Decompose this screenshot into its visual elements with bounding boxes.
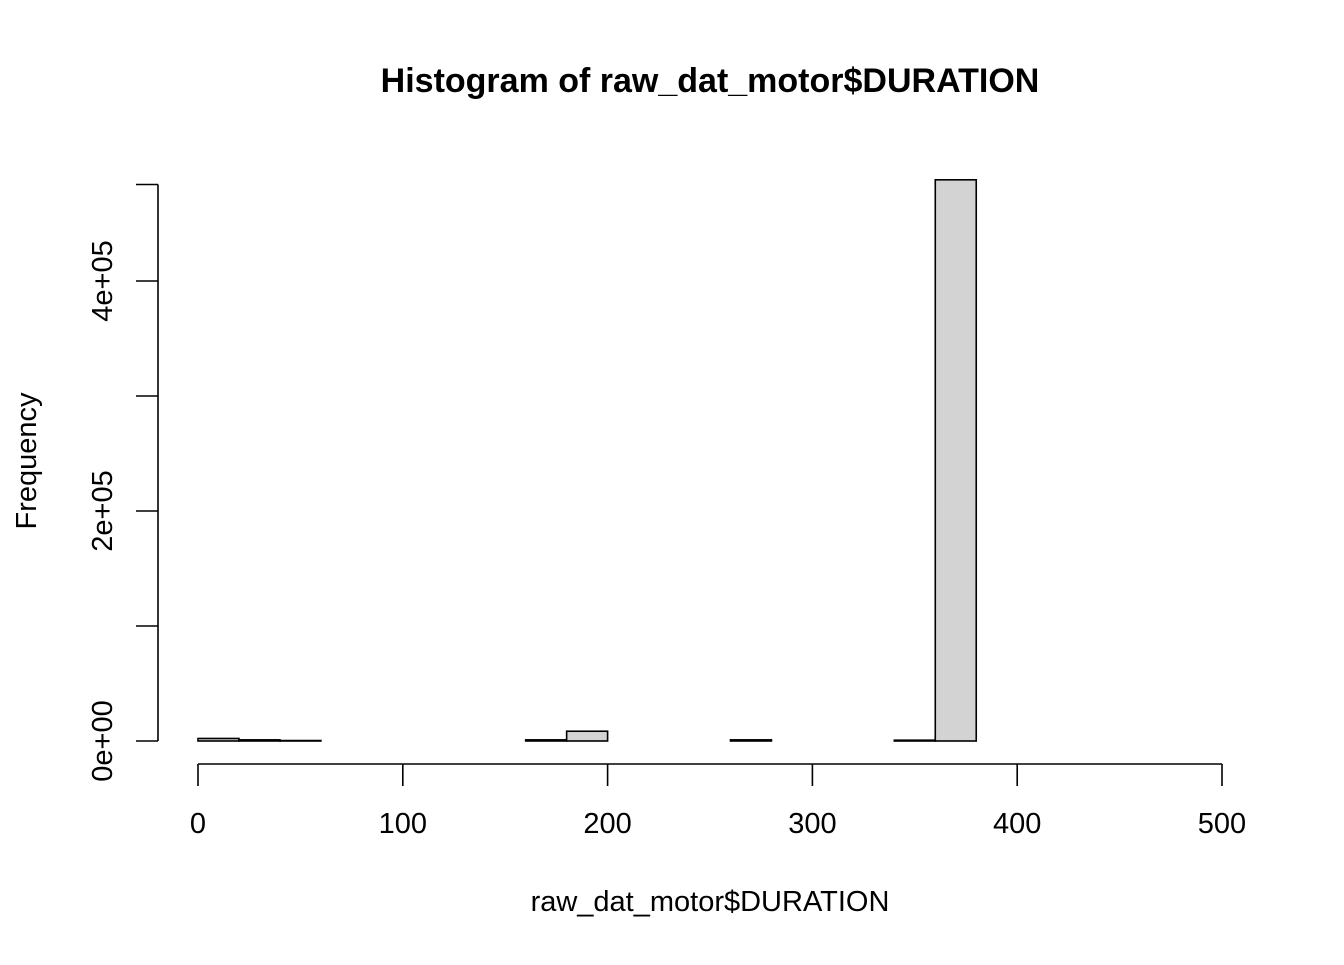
histogram-bar-9 [567, 731, 608, 741]
x-tick-label-5: 500 [1198, 808, 1246, 840]
y-tick-label-0: 0e+00 [87, 700, 119, 781]
x-axis: 0 100 200 300 400 500 [190, 764, 1246, 840]
x-tick-label-0: 0 [190, 808, 206, 840]
y-axis: 0e+00 2e+05 4e+05 [87, 185, 158, 782]
chart-title: Histogram of raw_dat_motor$DURATION [381, 62, 1040, 100]
histogram-bar-13 [730, 740, 771, 741]
y-tick-label-4: 4e+05 [87, 240, 119, 321]
histogram-bar-8 [526, 740, 567, 741]
x-tick-label-3: 300 [788, 808, 836, 840]
x-tick-label-2: 200 [583, 808, 631, 840]
histogram-bar-17 [894, 740, 935, 741]
histogram-bar-18 [935, 180, 976, 741]
y-axis-label: Frequency [11, 392, 43, 530]
x-tick-label-1: 100 [379, 808, 427, 840]
x-tick-label-4: 400 [993, 808, 1041, 840]
histogram-bar-1 [239, 740, 280, 741]
y-tick-label-2: 2e+05 [87, 470, 119, 551]
x-axis-label: raw_dat_motor$DURATION [531, 886, 890, 918]
histogram-bar-0 [198, 738, 239, 741]
bars-group [198, 180, 976, 741]
